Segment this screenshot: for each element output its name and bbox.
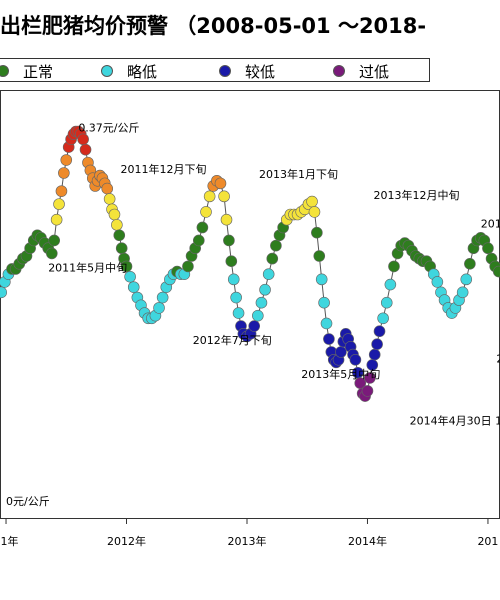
annotation-label: 0.37元/公斤 — [78, 122, 139, 135]
data-point — [227, 273, 240, 286]
data-point — [460, 273, 473, 286]
data-point — [108, 208, 121, 221]
data-point — [248, 320, 261, 332]
data-point — [220, 213, 233, 226]
legend-dot-low — [219, 65, 231, 77]
data-point — [103, 193, 116, 205]
data-point — [120, 260, 133, 273]
chart-title: 出栏肥猪均价预警 （2008-05-01 ～2018- — [0, 14, 427, 38]
data-point — [431, 276, 444, 288]
data-point — [182, 260, 194, 273]
data-point — [384, 278, 397, 291]
data-point — [492, 265, 500, 278]
annotation-label: 2014年9月中旬 — [481, 216, 500, 230]
data-point — [223, 234, 235, 247]
data-point — [323, 333, 335, 345]
data-point — [230, 291, 242, 304]
data-point — [320, 317, 333, 330]
data-point — [115, 242, 128, 255]
data-point — [192, 234, 205, 247]
data-point — [270, 239, 282, 252]
legend-dot-slightly-low — [101, 65, 113, 77]
data-point — [79, 143, 92, 156]
data-point — [53, 198, 65, 210]
data-point — [349, 353, 362, 366]
legend-item-slightly-low: 略低 — [101, 61, 157, 81]
data-point — [55, 185, 68, 197]
annotation-label: 2013年5月中旬 — [301, 367, 380, 381]
annotation-label: 2012年7月下旬 — [193, 333, 272, 347]
data-point — [60, 154, 73, 166]
plot-frame — [0, 90, 500, 519]
data-point — [315, 273, 328, 286]
data-point — [456, 286, 469, 299]
data-point — [77, 133, 89, 146]
data-point — [313, 250, 326, 262]
x-tick-label: 2013年 — [227, 534, 266, 548]
annotation-label: 2011年12月下旬 — [120, 162, 206, 176]
data-point — [308, 206, 321, 218]
legend-dot-very-low — [333, 65, 345, 77]
legend-item-very-low: 过低 — [333, 61, 389, 81]
data-point — [113, 229, 126, 242]
annotation-label: 2013年12月中旬 — [373, 188, 459, 202]
data-point — [252, 309, 264, 322]
legend-item-normal: 正常 — [0, 61, 53, 81]
data-point — [225, 255, 238, 267]
data-point — [482, 242, 494, 255]
data-point — [214, 177, 227, 190]
data-point — [266, 252, 279, 265]
legend-label-very-low: 过低 — [359, 62, 390, 81]
data-point — [335, 346, 347, 358]
data-point — [203, 190, 216, 203]
data-point — [388, 260, 400, 273]
data-point — [373, 325, 386, 338]
legend-dot-normal — [0, 65, 9, 77]
annotation-label: 2011年5月中旬 — [48, 261, 127, 275]
data-point — [156, 291, 169, 304]
legend-label-slightly-low: 略低 — [127, 62, 158, 81]
data-point — [371, 338, 383, 351]
data-point — [218, 190, 230, 203]
legend-item-low: 较低 — [219, 61, 275, 81]
data-point — [58, 167, 70, 179]
annotation-label: 20 — [496, 352, 500, 365]
data-point — [318, 296, 330, 309]
data-point — [127, 281, 140, 293]
data-point — [111, 219, 123, 231]
legend: 正常 略低 较低 过低 — [0, 58, 430, 82]
data-point — [464, 257, 476, 270]
data-point — [255, 296, 268, 309]
data-point — [124, 270, 136, 283]
legend-label-normal: 正常 — [23, 62, 54, 81]
data-point — [46, 247, 58, 260]
data-point — [48, 234, 61, 247]
data-point — [0, 286, 8, 299]
data-point — [262, 268, 275, 280]
data-point — [232, 307, 245, 319]
data-point — [50, 213, 63, 226]
data-point — [311, 226, 323, 239]
data-point — [196, 221, 209, 234]
x-tick-label: 2012年 — [107, 534, 146, 548]
data-point — [364, 372, 376, 384]
x-tick-label: 201 — [477, 535, 498, 548]
x-tick-label: 11年 — [0, 534, 19, 548]
price-chart: 11年 2012年 2013年 2014年 201 0.37元/公斤 2011年12月下旬 2… — [0, 90, 500, 548]
data-point — [368, 348, 381, 361]
data-point — [380, 296, 393, 309]
data-point — [153, 302, 165, 314]
x-tick-label: 2014年 — [348, 534, 387, 548]
data-point — [377, 312, 389, 325]
legend-label-low: 较低 — [245, 62, 276, 81]
annotation-label: 2013年1月下旬 — [259, 167, 338, 181]
annotation-label: 0元/公斤 — [6, 495, 50, 508]
data-point — [259, 283, 271, 296]
annotation-label: 2014年4月30日 11.51元/公斤 — [410, 414, 500, 428]
data-point — [200, 206, 212, 218]
data-point — [361, 385, 374, 397]
data-point — [306, 195, 318, 208]
data-point — [101, 182, 114, 195]
